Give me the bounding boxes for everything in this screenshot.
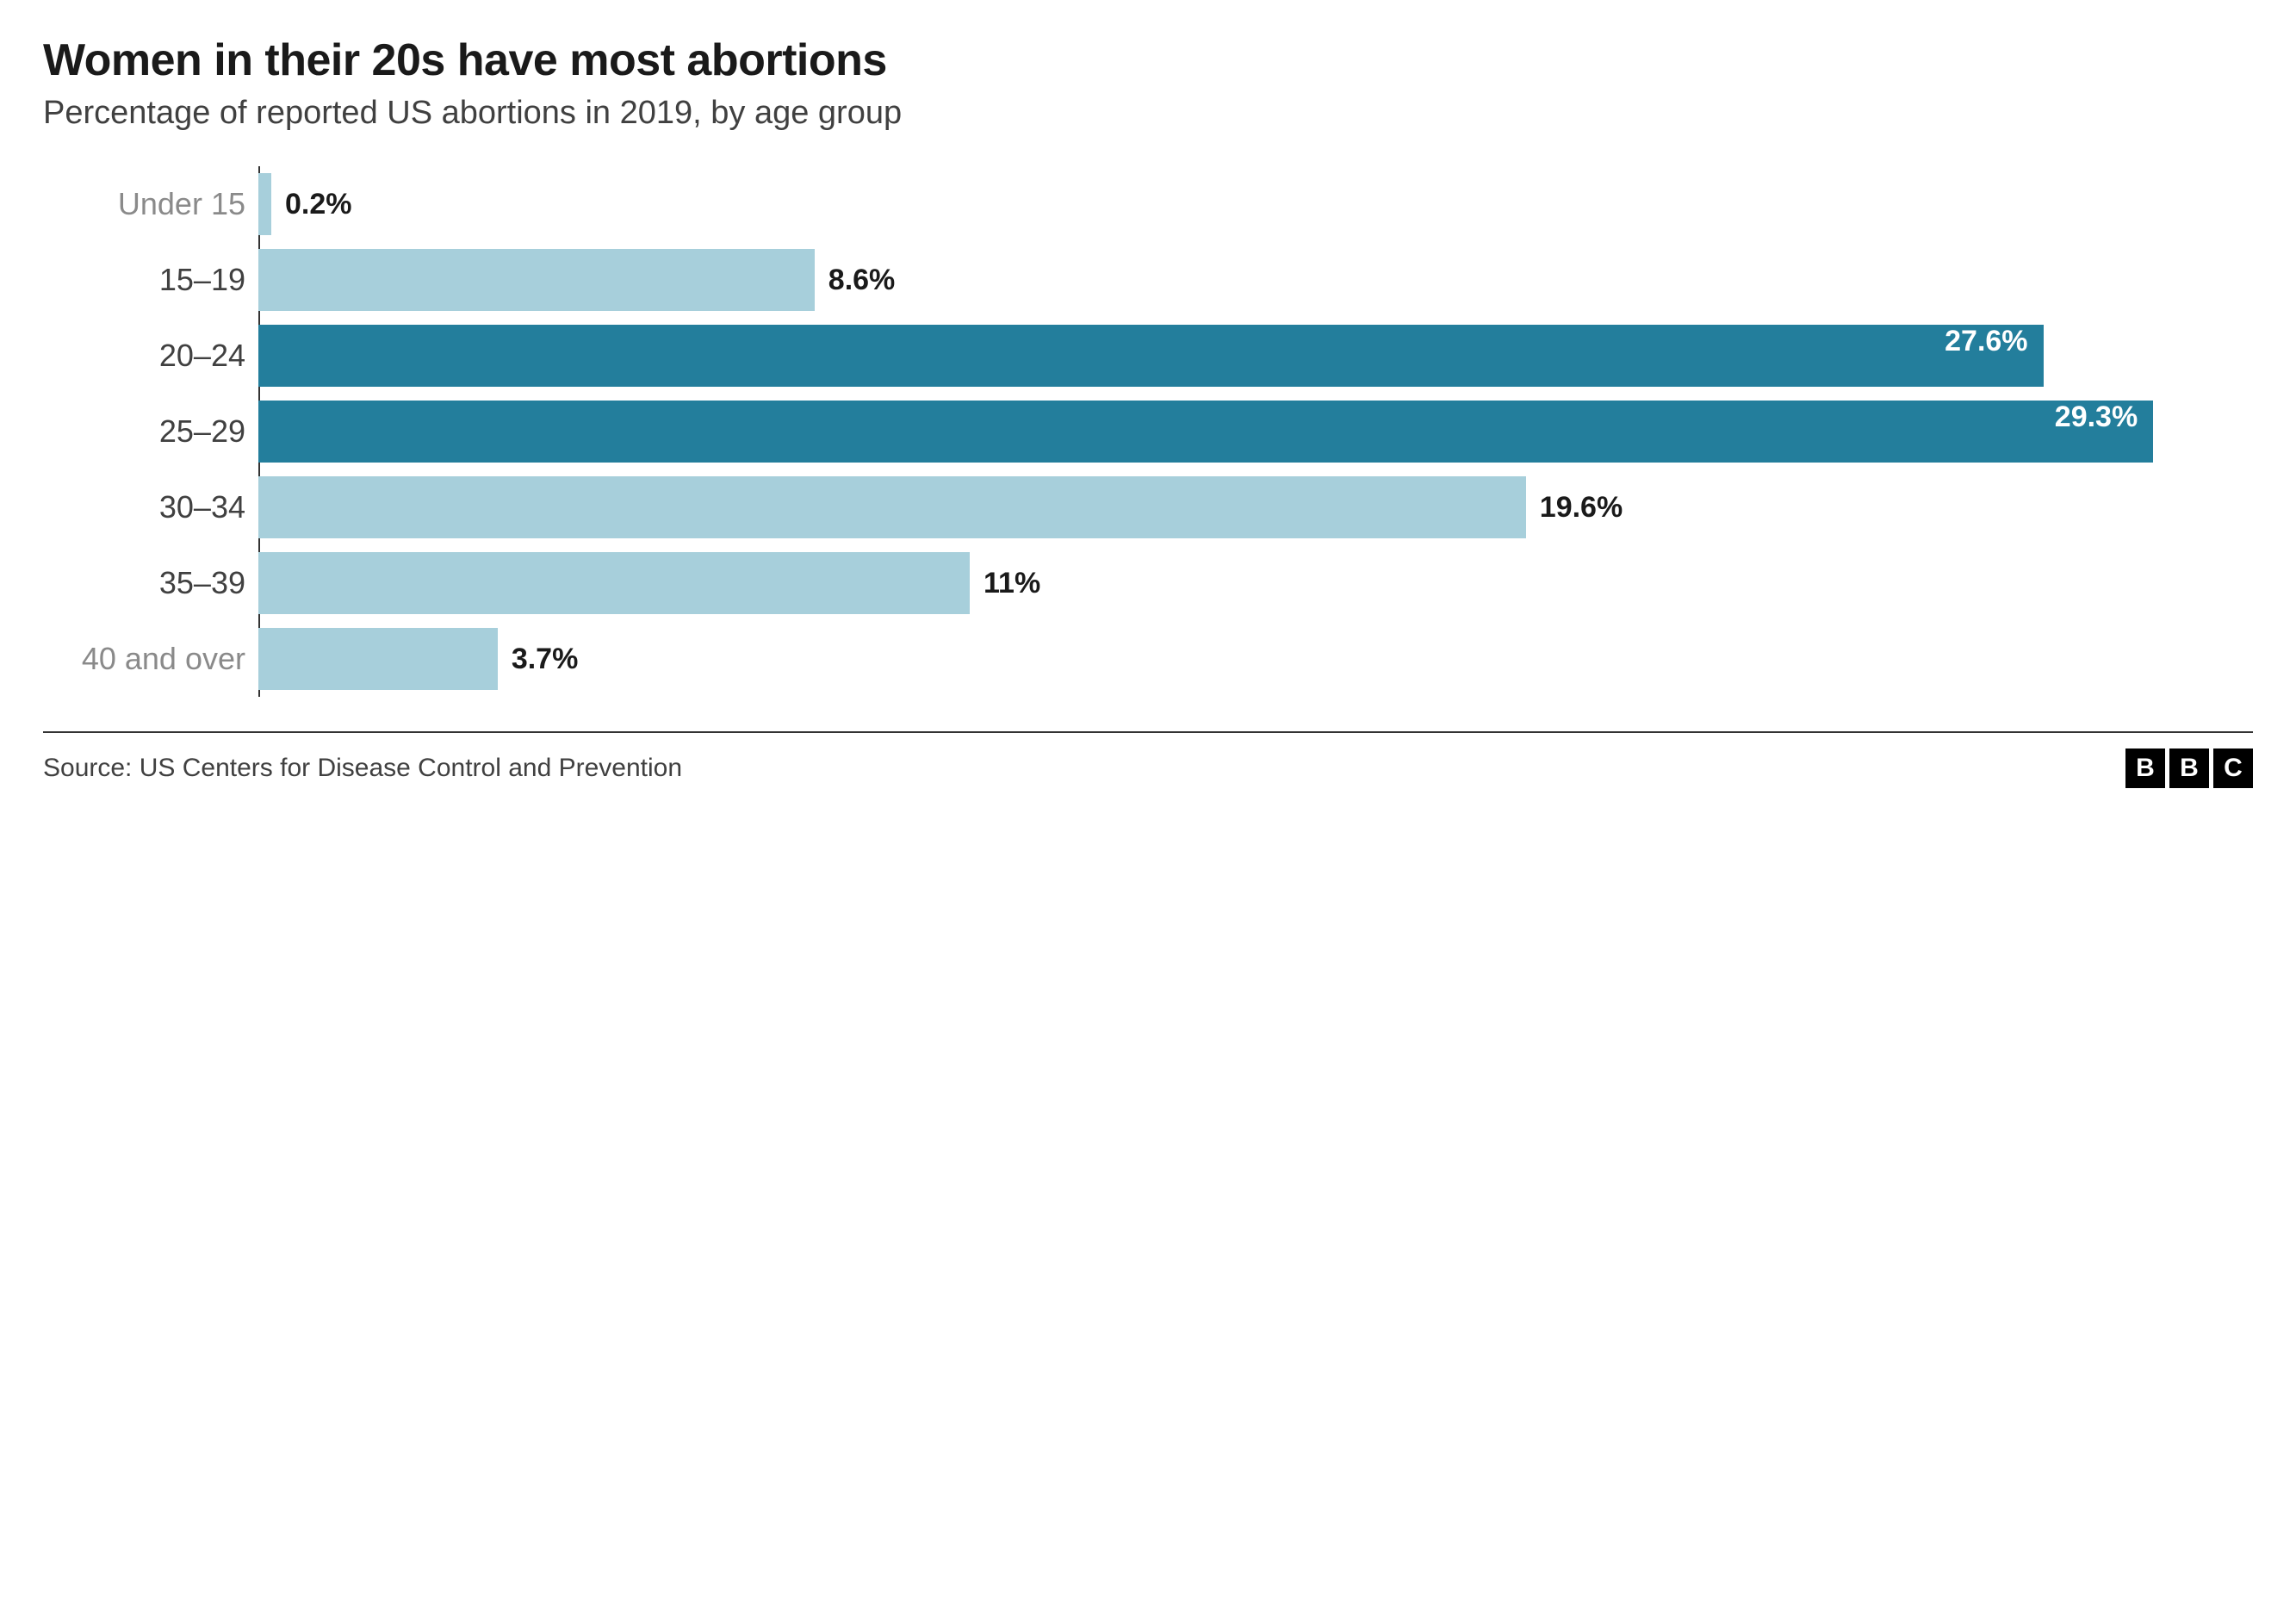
- bar-area: 29.3%: [258, 401, 2253, 463]
- bbc-logo-letter: C: [2213, 748, 2253, 788]
- value-label: 27.6%: [1945, 325, 2027, 358]
- category-label: Under 15: [43, 186, 245, 222]
- category-label: 35–39: [43, 565, 245, 601]
- bar-row: 35–3911%: [258, 545, 2253, 621]
- bar: [258, 173, 271, 235]
- chart-title: Women in their 20s have most abortions: [43, 34, 2253, 86]
- category-label: 40 and over: [43, 641, 245, 677]
- bar: 29.3%: [258, 401, 2153, 463]
- bar-row: 20–2427.6%: [258, 318, 2253, 394]
- bar-area: 11%: [258, 552, 2253, 614]
- value-label: 0.2%: [285, 188, 352, 221]
- category-label: 15–19: [43, 262, 245, 298]
- value-label: 3.7%: [512, 643, 579, 676]
- bar: [258, 628, 498, 690]
- bar-chart: Under 150.2%15–198.6%20–2427.6%25–2929.3…: [43, 166, 2253, 697]
- bbc-logo-letter: B: [2125, 748, 2165, 788]
- category-label: 30–34: [43, 489, 245, 525]
- bar-row: 15–198.6%: [258, 242, 2253, 318]
- bar: [258, 249, 815, 311]
- bar: 27.6%: [258, 325, 2044, 387]
- bar-area: 3.7%: [258, 628, 2253, 690]
- bar-row: Under 150.2%: [258, 166, 2253, 242]
- value-label: 19.6%: [1540, 491, 1623, 525]
- bar-area: 8.6%: [258, 249, 2253, 311]
- chart-subtitle: Percentage of reported US abortions in 2…: [43, 95, 2253, 132]
- bbc-logo: B B C: [2125, 748, 2253, 788]
- bar-row: 30–3419.6%: [258, 469, 2253, 545]
- value-label: 11%: [984, 567, 1040, 600]
- chart-footer: Source: US Centers for Disease Control a…: [43, 748, 2253, 788]
- bar-area: 27.6%: [258, 325, 2253, 387]
- footer-rule: [43, 731, 2253, 733]
- value-label: 8.6%: [828, 264, 896, 297]
- bar-area: 19.6%: [258, 476, 2253, 538]
- bar: [258, 552, 970, 614]
- category-label: 25–29: [43, 413, 245, 450]
- source-text: Source: US Centers for Disease Control a…: [43, 754, 682, 783]
- bar: [258, 476, 1526, 538]
- value-label: 29.3%: [2055, 401, 2138, 434]
- bbc-logo-letter: B: [2169, 748, 2209, 788]
- bar-area: 0.2%: [258, 173, 2253, 235]
- bar-row: 40 and over3.7%: [258, 621, 2253, 697]
- bar-row: 25–2929.3%: [258, 394, 2253, 469]
- category-label: 20–24: [43, 338, 245, 374]
